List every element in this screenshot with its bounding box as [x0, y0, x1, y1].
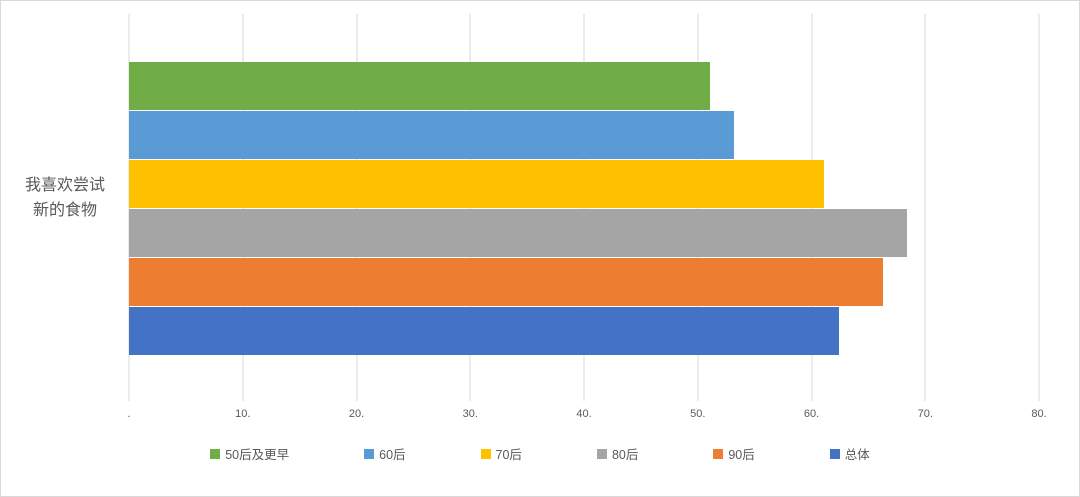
legend-label: 50后及更早: [225, 448, 290, 462]
legend-item-70后: 70后: [480, 444, 522, 463]
legend: 50后及更早 60后 70后 80后 90后 总体: [1, 444, 1079, 463]
legend-label: 60后: [379, 448, 406, 462]
x-tick-label: 40.: [576, 408, 592, 420]
bar-80后: [129, 209, 908, 257]
bar-总体: [129, 307, 839, 355]
legend-item-90后: 90后: [713, 444, 755, 463]
legend-swatch-icon: [713, 448, 724, 459]
bar-70后: [129, 160, 824, 208]
x-tick-label: .: [127, 408, 131, 420]
gridline: [1038, 14, 1040, 401]
legend-label: 总体: [844, 448, 870, 462]
category-axis-label-line1: 我喜欢尝试: [24, 177, 105, 194]
x-tick-label: 70.: [917, 408, 933, 420]
legend-swatch-icon: [829, 448, 840, 459]
x-tick-label: 30.: [462, 408, 478, 420]
legend-swatch-icon: [210, 448, 221, 459]
legend-label: 90后: [728, 448, 755, 462]
x-tick-label: 80.: [1031, 408, 1047, 420]
bar-90后: [129, 258, 884, 306]
legend-item-50后及更早: 50后及更早: [210, 444, 289, 463]
legend-swatch-icon: [596, 448, 607, 459]
bar-60后: [129, 111, 735, 159]
legend-item-80后: 80后: [596, 444, 639, 463]
category-axis-label-line2: 新的食物: [32, 202, 97, 219]
gridline: [924, 14, 926, 401]
legend-label: 70后: [495, 448, 522, 462]
bar-50后及更早: [129, 62, 711, 110]
x-tick-label: 10.: [235, 408, 251, 420]
x-tick-label: 20.: [348, 408, 365, 420]
bars: [129, 62, 1039, 356]
legend-swatch-icon: [364, 448, 375, 459]
x-tick-label: 60.: [803, 408, 820, 420]
category-axis-label: 我喜欢尝试 新的食物: [1, 173, 129, 223]
plot-area: [128, 14, 1040, 401]
legend-swatch-icon: [480, 448, 491, 459]
legend-label: 80后: [611, 448, 639, 462]
x-axis-tick-labels: . 10. 20. 30. 40. 50. 60. 70. 80.: [127, 408, 1046, 426]
legend-item-总体: 总体: [829, 444, 870, 463]
x-tick-label: 50.: [690, 408, 706, 420]
legend-item-60后: 60后: [364, 444, 406, 463]
